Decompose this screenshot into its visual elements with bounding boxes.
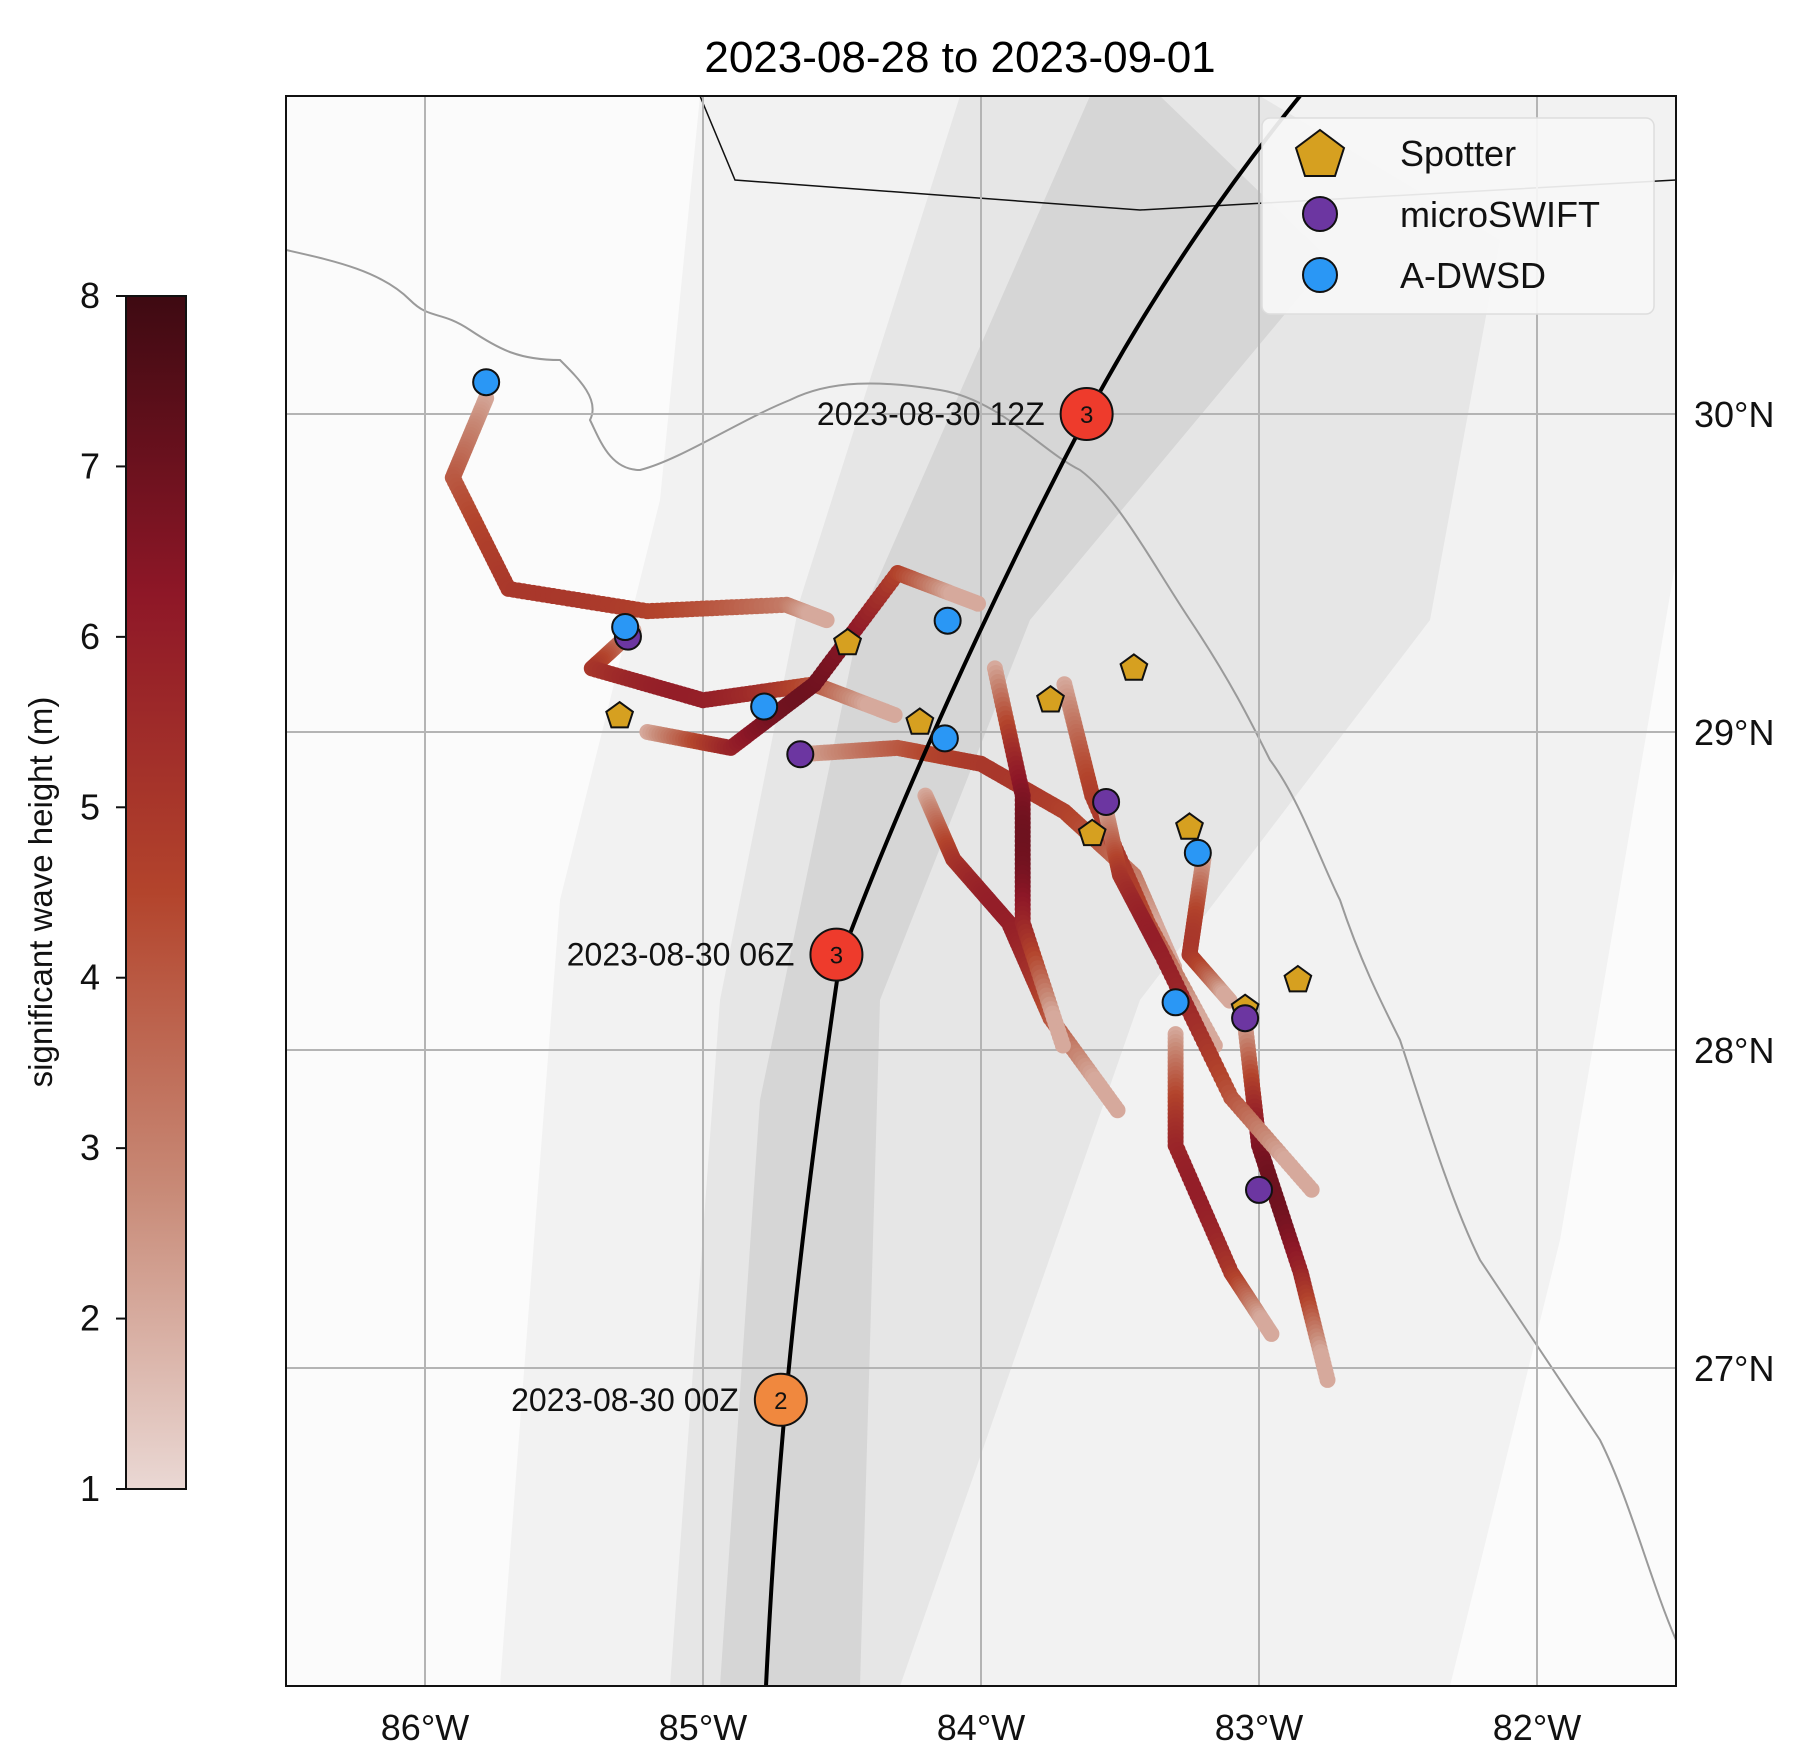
lat-tick-label: 27°N	[1694, 1348, 1774, 1389]
colorbar-tick-label: 3	[80, 1127, 100, 1168]
track-point	[970, 595, 987, 612]
lon-tick-label: 84°W	[937, 1707, 1025, 1748]
microswift-marker	[1231, 1004, 1260, 1033]
lon-tick-label: 85°W	[659, 1707, 747, 1748]
buoy-tracks	[444, 390, 1336, 1388]
microswift-marker	[1092, 787, 1121, 816]
spotter-marker	[1283, 964, 1313, 993]
legend-label-microswift: microSWIFT	[1400, 194, 1600, 235]
spotter-marker	[1077, 818, 1107, 847]
axis-ticks: 86°W 85°W 84°W 83°W 82°W 30°N 29°N 28°N 27°N	[381, 394, 1775, 1748]
lat-tick-label: 29°N	[1694, 712, 1774, 753]
track-point	[1303, 1181, 1320, 1198]
adwsd-marker	[1161, 988, 1190, 1017]
spotter-marker	[1119, 653, 1149, 681]
adwsd-marker	[611, 613, 640, 642]
legend-box	[1261, 117, 1655, 315]
adwsd-marker	[472, 368, 501, 397]
colorbar-tick-label: 1	[80, 1468, 100, 1509]
storm-positions: 2 2023-08-30 00Z 3 2023-08-30 06Z 3 2023-08-3…	[511, 387, 1114, 1427]
colorbar-tick-label: 5	[80, 786, 100, 827]
storm-position-marker	[809, 927, 864, 982]
lon-tick-label: 82°W	[1493, 1707, 1581, 1748]
legend-microswift-icon	[1302, 196, 1338, 232]
microswift-marker	[1245, 1175, 1273, 1204]
spotter-marker	[1175, 812, 1204, 840]
colorbar-tick-label: 2	[80, 1298, 100, 1339]
adwsd-marker	[750, 692, 779, 721]
track-point	[1109, 1102, 1126, 1119]
lon-tick-label: 83°W	[1215, 1707, 1303, 1748]
map-title: 2023-08-28 to 2023-09-01	[704, 33, 1215, 82]
track-point	[1263, 1325, 1280, 1342]
gridlines	[286, 96, 1676, 1686]
colorbar-tick-label: 7	[80, 445, 100, 486]
colorbar-label: significant wave height (m)	[22, 697, 59, 1088]
legend-label-adwsd: A-DWSD	[1400, 255, 1546, 296]
colorbar-tick-label: 8	[80, 275, 100, 316]
adwsd-marker	[933, 606, 962, 635]
storm-position-marker	[753, 1372, 808, 1427]
spotter-marker	[605, 700, 635, 729]
track-point	[886, 706, 903, 723]
legend-adwsd-icon	[1302, 257, 1338, 293]
track-point	[818, 612, 835, 629]
adwsd-marker	[1183, 838, 1212, 867]
storm-category-label: 3	[1080, 402, 1093, 429]
storm-time-label: 2023-08-30 12Z	[817, 396, 1045, 432]
legend-label-spotter: Spotter	[1400, 133, 1516, 174]
storm-category-label: 3	[830, 943, 843, 970]
coastline	[286, 249, 1676, 1641]
map-frame	[285, 95, 1677, 1687]
legend-spotter-icon	[1294, 128, 1346, 177]
adwsd-marker	[930, 724, 959, 753]
storm-time-label: 2023-08-30 06Z	[567, 937, 795, 973]
spotter-marker	[905, 707, 935, 735]
spotter-marker	[833, 627, 863, 656]
legend: Spotter microSWIFT A-DWSD	[1261, 117, 1655, 315]
lat-tick-label: 28°N	[1694, 1030, 1774, 1071]
colorbar-tick-label: 6	[80, 616, 100, 657]
colorbar-tick-label: 4	[80, 957, 100, 998]
storm-category-label: 2	[774, 1388, 787, 1415]
microswift-marker	[786, 740, 815, 769]
instrument-markers	[472, 368, 1313, 1204]
map-area: 2 2023-08-30 00Z 3 2023-08-30 06Z 3 2023-08-3…	[286, 96, 1676, 1686]
storm-position-marker	[1059, 387, 1114, 441]
colorbar-ticks: 1 2 3 4 5 6 7 8	[80, 275, 126, 1509]
track-point	[1319, 1371, 1336, 1388]
lon-tick-label: 86°W	[381, 1707, 469, 1748]
swath-middle	[670, 96, 1500, 1686]
colorbar	[125, 295, 187, 1490]
storm-time-label: 2023-08-30 00Z	[511, 1382, 739, 1418]
track-point	[1054, 1037, 1071, 1054]
lat-tick-label: 30°N	[1694, 394, 1774, 435]
spotter-marker	[1036, 684, 1065, 713]
